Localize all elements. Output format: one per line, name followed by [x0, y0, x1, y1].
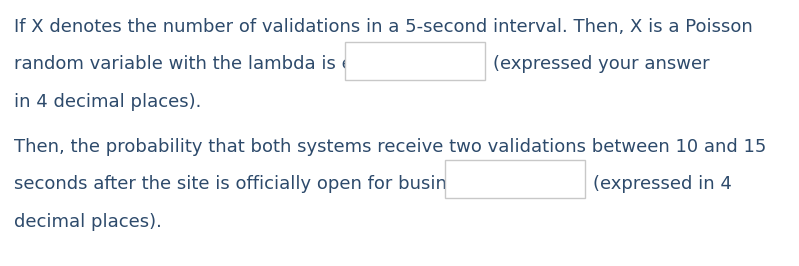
Text: If X denotes the number of validations in a 5-second interval. Then, X is a Pois: If X denotes the number of validations i… [14, 18, 753, 36]
Text: decimal places).: decimal places). [14, 213, 162, 231]
FancyBboxPatch shape [445, 160, 585, 198]
Text: in 4 decimal places).: in 4 decimal places). [14, 93, 201, 111]
Text: Then, the probability that both systems receive two validations between 10 and 1: Then, the probability that both systems … [14, 138, 766, 156]
Text: (expressed your answer: (expressed your answer [493, 55, 710, 73]
Text: seconds after the site is officially open for business is: seconds after the site is officially ope… [14, 175, 497, 193]
FancyBboxPatch shape [345, 42, 485, 80]
Text: (expressed in 4: (expressed in 4 [593, 175, 732, 193]
Text: random variable with the lambda is equal to: random variable with the lambda is equal… [14, 55, 415, 73]
